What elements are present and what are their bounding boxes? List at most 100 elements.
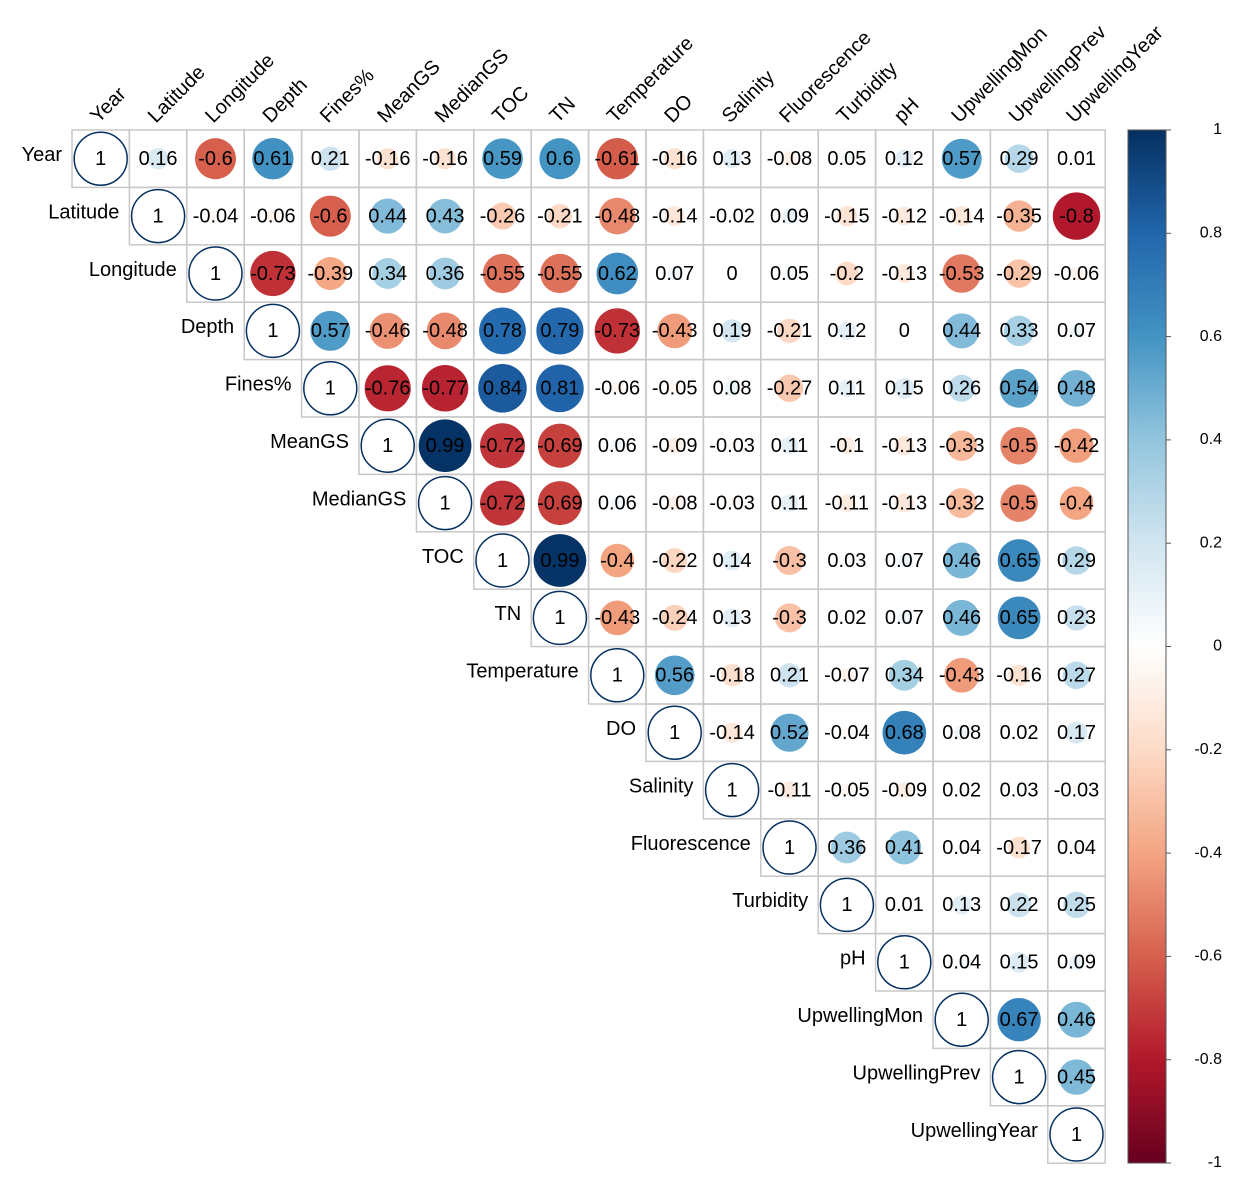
corr-circle [479, 307, 526, 355]
corr-value: 0.41 [885, 837, 924, 859]
corr-circle [724, 380, 740, 396]
row-label: MeanGS [270, 431, 349, 453]
corr-circle [599, 600, 635, 636]
corr-circle [877, 935, 932, 990]
corr-value: -0.46 [365, 320, 411, 342]
corr-circle [488, 202, 517, 230]
corr-value: 0.29 [1000, 148, 1039, 170]
corr-circle [722, 722, 743, 743]
corr-circle [667, 266, 682, 281]
corr-circle [532, 590, 588, 646]
corr-circle [596, 138, 638, 180]
corr-value: 1 [95, 148, 106, 170]
row-label: TOC [422, 546, 464, 568]
corr-circle [537, 423, 582, 468]
corr-value: -0.76 [365, 378, 411, 400]
corr-value: -0.43 [939, 665, 985, 687]
corr-circle [720, 319, 744, 343]
corr-value: -0.03 [709, 435, 755, 457]
corr-circle [266, 209, 280, 223]
color-tick-label: -0.2 [1194, 741, 1222, 758]
corr-value: -0.6 [198, 148, 232, 170]
corr-circle [946, 430, 977, 461]
corr-value: 0.13 [713, 148, 752, 170]
corr-value: 0.46 [1057, 1009, 1096, 1031]
corr-value: 0 [899, 320, 910, 342]
corr-circle [1058, 1059, 1095, 1095]
corr-circle [1070, 267, 1083, 280]
corr-value: -0.4 [1059, 492, 1093, 514]
corr-circle [943, 542, 980, 579]
corr-value: -0.5 [1002, 435, 1036, 457]
color-tick-label: 1 [1213, 121, 1222, 138]
corr-value: -0.73 [250, 263, 296, 285]
corr-value: 1 [1071, 1124, 1082, 1146]
corr-circle [250, 250, 296, 297]
corr-value: -0.53 [939, 263, 985, 285]
corr-value: 0.33 [1000, 320, 1039, 342]
corr-value: -0.13 [882, 263, 928, 285]
corr-circle [897, 553, 912, 568]
corr-circle [728, 212, 736, 220]
corr-value: 0.6 [546, 148, 574, 170]
corr-circle [427, 198, 463, 234]
corr-value: -0.42 [1054, 435, 1100, 457]
corr-value: 0.11 [828, 378, 865, 400]
corr-circle [840, 152, 853, 165]
corr-value: 0.01 [1057, 148, 1096, 170]
corr-circle [482, 138, 523, 180]
corr-value: 0.11 [771, 492, 808, 514]
corr-value: -0.48 [422, 320, 468, 342]
corr-value: 1 [325, 378, 336, 400]
corr-circle [536, 364, 584, 413]
corr-circle [775, 374, 804, 403]
corr-value: -0.3 [772, 550, 806, 572]
corr-circle [835, 261, 859, 286]
corr-value: -0.21 [537, 205, 583, 227]
corr-value: 0.08 [942, 722, 981, 744]
corr-value: 0.07 [655, 263, 694, 285]
corr-circle [843, 614, 851, 622]
corr-circle [429, 257, 461, 290]
corr-value: 0.01 [885, 894, 924, 916]
corr-value: 0.45 [1057, 1066, 1096, 1088]
corr-value: -0.33 [939, 435, 985, 457]
corr-value: 0.13 [942, 894, 981, 916]
corr-value: 0.03 [827, 550, 866, 572]
row-label: Latitude [48, 201, 119, 223]
corr-circle [533, 534, 587, 587]
corr-value: -0.73 [595, 320, 641, 342]
corr-value: 0.03 [1000, 779, 1039, 801]
corr-circle [610, 496, 624, 510]
corr-circle [598, 197, 636, 235]
corr-circle [819, 877, 875, 933]
corr-circle [664, 148, 686, 170]
corr-value: -0.55 [480, 263, 526, 285]
corr-value: 0.21 [311, 148, 350, 170]
corr-value: 0.09 [770, 205, 809, 227]
column-label: TOC [488, 82, 533, 127]
corr-value: 0.44 [942, 320, 981, 342]
corr-value: -0.04 [193, 205, 239, 227]
corr-value: -0.6 [313, 205, 347, 227]
color-tick-label: -0.4 [1194, 844, 1222, 861]
corr-circle [426, 312, 464, 350]
corr-circle [1052, 192, 1101, 240]
corr-value: -0.05 [652, 378, 698, 400]
column-label: Year [86, 83, 130, 127]
corr-circle [780, 436, 799, 455]
corr-value: 1 [554, 607, 565, 629]
corr-circle [1063, 605, 1090, 631]
corr-circle [654, 655, 695, 696]
corr-value: -0.24 [652, 607, 698, 629]
corr-value: 0.15 [885, 378, 924, 400]
corr-value: 0.34 [885, 665, 924, 687]
corr-circle [590, 648, 645, 703]
row-label: Longitude [89, 259, 177, 281]
corr-value: 0.56 [655, 665, 694, 687]
corr-circle [1006, 892, 1032, 918]
corr-circle [1068, 954, 1085, 971]
corr-circle [480, 480, 525, 526]
corr-circle [313, 256, 347, 291]
